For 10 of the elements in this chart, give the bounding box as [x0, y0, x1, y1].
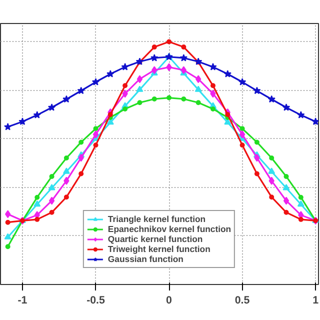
x-tick-label: 0: [166, 294, 172, 306]
x-tick-label: -1: [18, 294, 28, 306]
legend-label: Gaussian function: [108, 254, 184, 264]
x-tick-label: 0.5: [234, 294, 250, 306]
legend-label: Triweight kernel function: [108, 244, 210, 254]
legend-label: Triangle kernel function: [108, 214, 206, 224]
x-tick-label: 1: [312, 294, 319, 306]
legend-label: Quartic kernel function: [108, 234, 203, 244]
legend-label: Epanechnikov kernel function: [108, 224, 232, 234]
x-tick-label: -0.5: [86, 294, 106, 306]
